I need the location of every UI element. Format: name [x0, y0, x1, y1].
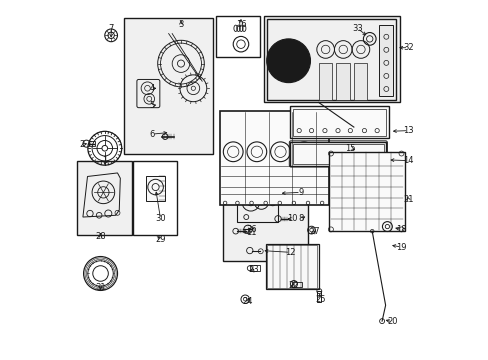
Text: 8: 8	[298, 214, 303, 223]
Bar	[133, 161, 177, 235]
Bar	[293, 144, 383, 164]
Text: 15: 15	[345, 144, 355, 153]
Bar	[219, 111, 328, 205]
Text: 12: 12	[285, 248, 295, 257]
Circle shape	[266, 39, 310, 83]
Text: 20: 20	[386, 317, 397, 326]
Text: 4: 4	[149, 84, 154, 93]
Text: 9: 9	[298, 188, 303, 197]
Bar	[267, 19, 395, 100]
Bar	[291, 282, 301, 287]
Text: 5: 5	[149, 102, 154, 111]
Text: 14: 14	[403, 156, 413, 165]
Text: 33: 33	[351, 24, 362, 33]
Bar	[328, 152, 404, 231]
Bar	[290, 106, 388, 138]
Text: 13: 13	[403, 126, 413, 135]
Text: 1: 1	[102, 156, 107, 165]
Polygon shape	[83, 173, 120, 217]
Bar	[290, 142, 386, 166]
Text: 19: 19	[395, 243, 406, 252]
Text: 23: 23	[247, 265, 258, 274]
Text: 11: 11	[246, 229, 256, 238]
Text: 25: 25	[314, 296, 325, 305]
Text: 28: 28	[95, 232, 106, 241]
Text: 21: 21	[403, 195, 413, 204]
Bar	[77, 161, 131, 235]
Bar	[237, 182, 278, 222]
Bar	[336, 63, 349, 100]
Text: 30: 30	[155, 214, 165, 223]
FancyBboxPatch shape	[137, 80, 160, 108]
Text: 6: 6	[149, 130, 154, 139]
Text: 22: 22	[287, 282, 298, 290]
Text: 2: 2	[80, 140, 84, 149]
Bar	[123, 18, 213, 154]
Text: 7: 7	[108, 24, 114, 33]
Bar	[379, 26, 392, 96]
Bar	[265, 243, 318, 289]
Bar	[145, 176, 165, 201]
Bar	[317, 291, 321, 302]
Text: 10: 10	[286, 214, 297, 223]
Bar	[249, 265, 259, 271]
Text: 24: 24	[242, 297, 253, 306]
Text: 3: 3	[178, 20, 183, 29]
Text: 29: 29	[155, 235, 165, 244]
Text: 32: 32	[403, 43, 413, 52]
Bar	[353, 63, 366, 100]
Bar	[293, 109, 386, 136]
Bar	[223, 170, 307, 261]
Bar	[266, 245, 317, 288]
Text: 26: 26	[246, 225, 256, 234]
Bar	[318, 63, 331, 100]
Text: 16: 16	[235, 20, 246, 29]
Text: 18: 18	[395, 225, 406, 234]
Text: 27: 27	[309, 227, 320, 236]
Bar	[264, 16, 399, 102]
Bar	[216, 16, 260, 57]
Text: 31: 31	[95, 283, 106, 292]
Bar	[89, 141, 95, 146]
